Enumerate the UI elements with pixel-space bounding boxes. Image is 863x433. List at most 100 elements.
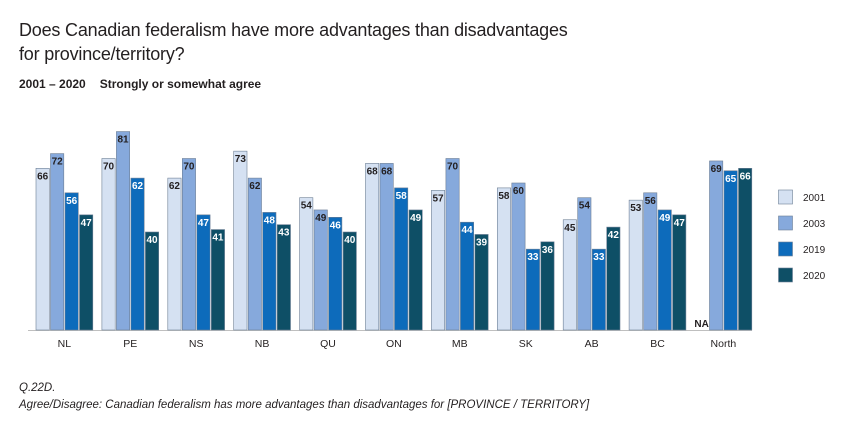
category-label: BC: [650, 338, 665, 350]
data-label: 49: [659, 213, 671, 224]
data-label: 70: [447, 162, 459, 173]
bar-ns-2003: [182, 158, 196, 331]
bar-sk-2019: [525, 248, 540, 331]
bar-ab-2001: [562, 219, 577, 331]
data-label: 47: [674, 218, 686, 229]
bar-sk-2001: [496, 187, 511, 331]
bar-north-2003: [709, 160, 724, 331]
data-label: 58: [498, 191, 510, 202]
bar-mb-2003: [445, 158, 460, 331]
data-label: 49: [315, 213, 327, 224]
legend-label: 2019: [803, 245, 826, 256]
bar-ab-2003: [577, 197, 592, 331]
legend-swatch-2003: [778, 215, 793, 231]
data-label: 33: [593, 252, 605, 263]
bar-on-2020: [408, 209, 423, 331]
category-label: AB: [585, 338, 599, 350]
data-label: 42: [608, 230, 620, 241]
data-label: 40: [344, 235, 356, 246]
data-label: 36: [542, 245, 554, 256]
category-label: PE: [123, 338, 137, 350]
question-code: Q.22D.: [19, 382, 56, 394]
data-label: 56: [645, 196, 657, 207]
data-label: 48: [264, 215, 276, 226]
bar-qu-2001: [299, 197, 314, 331]
bar-ab-2020: [606, 226, 621, 331]
bar-on-2001: [365, 163, 380, 331]
category-label: NS: [189, 338, 204, 350]
data-label: 66: [37, 171, 49, 182]
data-label: 62: [132, 181, 144, 192]
bar-bc-2001: [628, 199, 643, 331]
bar-nb-2003: [247, 177, 262, 331]
bar-qu-2019: [328, 217, 343, 331]
data-label: 58: [396, 191, 408, 202]
category-label: ON: [386, 338, 402, 350]
bar-on-2019: [394, 187, 409, 331]
data-label: 81: [117, 135, 129, 146]
data-label: 40: [146, 235, 158, 246]
data-label: 56: [66, 196, 78, 207]
data-label: 66: [740, 171, 752, 182]
bar-nl-2020: [79, 214, 94, 331]
question-text: Agree/Disagree: Canadian federalism has …: [19, 399, 590, 411]
bar-pe-2020: [145, 231, 159, 331]
bar-mb-2019: [460, 221, 474, 331]
bar-nb-2020: [276, 224, 291, 331]
data-label: 70: [183, 162, 195, 173]
data-label: 72: [52, 157, 64, 168]
bar-bc-2020: [672, 214, 687, 331]
bar-nl-2001: [35, 168, 50, 331]
data-label: 39: [476, 237, 488, 248]
legend-swatch-2020: [778, 267, 793, 283]
data-label: 57: [432, 193, 444, 204]
bar-mb-2020: [474, 234, 489, 331]
bar-pe-2001: [101, 158, 116, 331]
data-label: 68: [381, 166, 393, 177]
bar-pe-2019: [130, 177, 145, 331]
bar-nb-2001: [233, 150, 248, 331]
bar-north-2020: [738, 168, 753, 331]
bar-qu-2003: [313, 209, 328, 331]
data-label: 54: [301, 201, 313, 212]
bar-ns-2019: [196, 214, 211, 331]
bar-sk-2020: [540, 241, 555, 331]
bar-ns-2001: [167, 177, 182, 331]
data-label: 47: [81, 218, 93, 229]
bar-ab-2019: [591, 248, 606, 331]
bar-mb-2001: [431, 190, 445, 331]
bar-qu-2020: [342, 231, 357, 331]
bar-nl-2003: [50, 153, 65, 331]
data-label: 70: [103, 162, 115, 173]
bar-north-2019: [723, 170, 738, 331]
bar-nl-2019: [64, 192, 79, 331]
legend-swatch-2019: [778, 241, 793, 257]
data-label: 43: [278, 228, 290, 239]
legend-swatch-2001: [778, 189, 793, 205]
legend-label: 2020: [803, 271, 826, 282]
data-label: 68: [367, 166, 379, 177]
bar-pe-2003: [116, 131, 131, 331]
category-label: NB: [255, 338, 270, 350]
na-label: NA: [694, 319, 708, 330]
data-label: 46: [330, 220, 342, 231]
bar-nb-2019: [262, 212, 277, 331]
chart-title: Does Canadian federalism have more advan…: [19, 20, 568, 64]
data-label: 54: [579, 201, 591, 212]
category-label: NL: [58, 338, 72, 350]
legend-label: 2003: [803, 219, 826, 230]
data-label: 44: [461, 225, 473, 236]
bar-sk-2003: [511, 182, 526, 331]
category-label: MB: [452, 338, 468, 350]
category-label: SK: [519, 338, 533, 350]
data-label: 47: [198, 218, 210, 229]
legend-label: 2001: [803, 193, 826, 204]
subtitle-years: 2001 – 2020: [19, 77, 86, 91]
data-label: 53: [630, 203, 642, 214]
bar-bc-2003: [643, 192, 658, 331]
bar-on-2003: [379, 163, 394, 331]
data-label: 62: [249, 181, 261, 192]
data-label: 62: [169, 181, 181, 192]
bar-bc-2019: [657, 209, 672, 331]
